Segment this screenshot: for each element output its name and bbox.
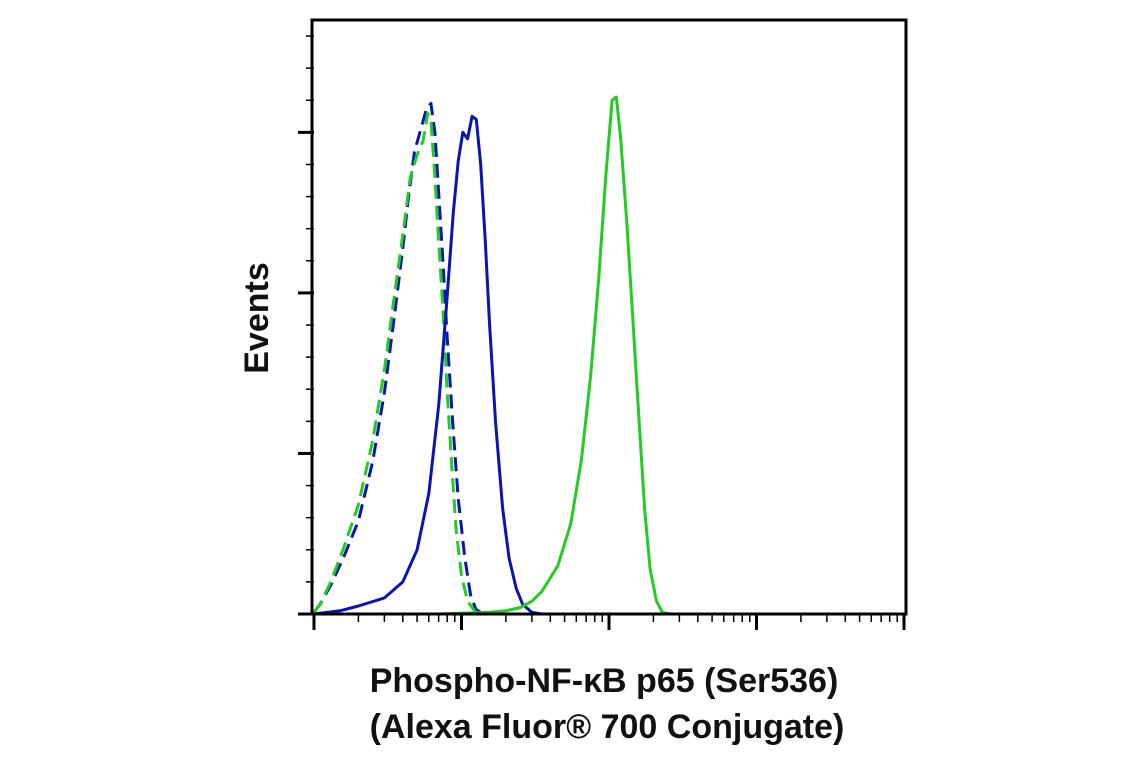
histogram-series-4: [438, 95, 904, 616]
histogram-series-3: [313, 114, 904, 616]
x-axis-title-line-2: (Alexa Fluor® 700 Conjugate): [370, 708, 845, 746]
histogram-series-1: [312, 102, 904, 616]
histogram-series: [312, 95, 904, 616]
y-axis-title: Events: [238, 262, 276, 374]
axis-ticks: [298, 35, 906, 630]
x-axis-title-line-1: Phospho-NF-κB p65 (Ser536): [370, 662, 839, 700]
plot-frame: [310, 18, 908, 616]
histogram-series-2: [312, 111, 904, 616]
